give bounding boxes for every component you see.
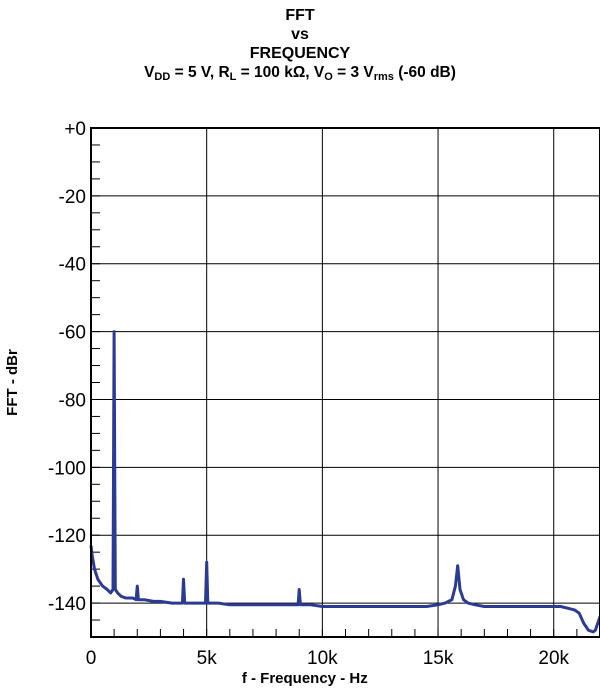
x-axis-label: f - Frequency - Hz	[242, 670, 368, 687]
y-axis-label: FFT - dBr	[4, 349, 21, 416]
chart-title-line-1: FFT	[285, 7, 315, 24]
y-tick-label-4: -80	[59, 390, 86, 411]
vrms-subscript: rms	[373, 71, 394, 83]
rl-symbol: R	[218, 64, 230, 81]
minor-ticks	[90, 127, 600, 638]
y-tick-label-2: -40	[59, 255, 86, 276]
x-tick-label-4: 20k	[538, 648, 569, 669]
series-line-0	[89, 330, 600, 634]
x-tick-label-3: 15k	[423, 648, 454, 669]
vo-value: = 3 V	[332, 64, 374, 81]
x-tick-labels: 0 5k 10k 15k 20k	[86, 648, 570, 669]
grid	[90, 127, 600, 637]
y-tick-label-1: -20	[59, 187, 86, 208]
vo-symbol: V	[313, 64, 325, 81]
plot-frame	[90, 127, 600, 638]
attenuation-note: (-60 dB)	[393, 64, 456, 81]
y-tick-label-0: +0	[64, 119, 86, 140]
y-tick-label-5: -100	[48, 458, 86, 479]
chart-conditions: VDD = 5 V, RL = 100 kΩ, VO = 3 Vrms (-60…	[0, 63, 600, 83]
vdd-symbol: V	[144, 64, 155, 81]
x-tick-label-2: 10k	[307, 648, 338, 669]
y-tick-label-3: -60	[59, 323, 86, 344]
chart-title-line-2: vs	[291, 26, 309, 43]
vdd-subscript: DD	[154, 71, 171, 83]
y-tick-label-6: -120	[48, 526, 86, 547]
chart-title-block: FFT vs FREQUENCY VDD = 5 V, RL = 100 kΩ,…	[0, 6, 600, 83]
rl-subscript: L	[229, 71, 237, 83]
y-tick-labels: +0 -20 -40 -60 -80 -100 -120 -140	[48, 119, 86, 615]
y-tick-label-7: -140	[48, 594, 86, 615]
series-group	[89, 330, 600, 634]
chart-title-line-3: FREQUENCY	[249, 45, 351, 62]
x-tick-label-1: 5k	[197, 648, 218, 669]
vdd-value: = 5 V,	[170, 64, 219, 81]
rl-value: = 100 kΩ,	[236, 64, 314, 81]
vo-subscript: O	[324, 71, 333, 83]
x-tick-label-0: 0	[86, 648, 97, 669]
